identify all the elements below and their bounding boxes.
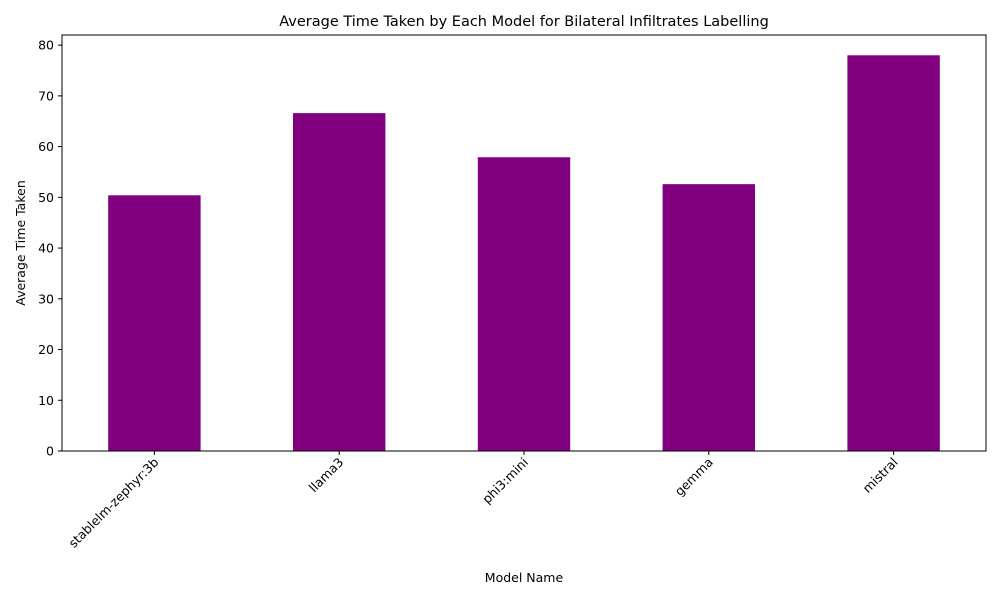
y-axis-ticks: 0 10 20 30 40 50 60 70 80: [38, 38, 62, 459]
bar-0: [108, 195, 201, 451]
y-tick-label-1: 10: [38, 393, 54, 408]
x-tick-label-4: mistral: [859, 455, 900, 496]
bar-3: [662, 184, 755, 451]
plot-frame: [61, 34, 987, 452]
x-axis-label: Model Name: [485, 570, 564, 585]
y-tick-label-8: 80: [38, 38, 54, 53]
bar-2: [477, 157, 571, 451]
y-tick-label-3: 30: [38, 291, 54, 306]
bar-4: [847, 55, 940, 451]
y-tick-label-4: 40: [38, 241, 54, 256]
bar-1: [293, 113, 386, 451]
y-tick-label-5: 50: [38, 190, 54, 205]
y-tick-label-7: 70: [38, 88, 54, 103]
y-tick-label-6: 60: [38, 139, 54, 154]
x-axis-ticks: stablelm-zephyr:3b llama3 phi3:mini gemma mi…: [65, 451, 901, 551]
x-tick-label-3: gemma: [672, 455, 716, 499]
y-axis-label: Average Time Taken: [13, 180, 28, 306]
x-tick-label-2: phi3:mini: [479, 455, 531, 507]
y-tick-label-0: 0: [46, 444, 54, 459]
bars-layer: [108, 55, 940, 451]
x-tick-label-0: stablelm-zephyr:3b: [65, 454, 161, 550]
x-tick-label-1: llama3: [306, 455, 347, 496]
y-tick-label-2: 20: [38, 342, 54, 357]
chart-title: Average Time Taken by Each Model for Bil…: [279, 14, 769, 30]
